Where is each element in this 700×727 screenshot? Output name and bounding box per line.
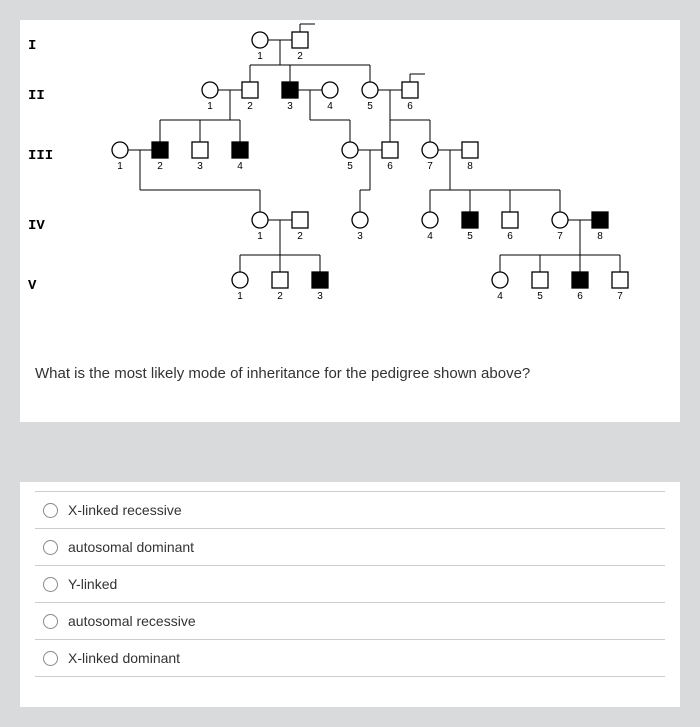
- svg-text:1: 1: [117, 161, 123, 172]
- svg-text:6: 6: [577, 291, 583, 302]
- radio-icon: [43, 577, 58, 592]
- svg-text:5: 5: [347, 161, 353, 172]
- option-x-linked-recessive[interactable]: X-linked recessive: [35, 491, 665, 529]
- svg-text:2: 2: [297, 51, 303, 62]
- radio-icon: [43, 651, 58, 666]
- option-label: autosomal dominant: [68, 539, 194, 555]
- svg-text:4: 4: [237, 161, 243, 172]
- svg-text:1: 1: [257, 51, 263, 62]
- svg-text:1: 1: [257, 231, 263, 242]
- svg-text:7: 7: [557, 231, 563, 242]
- svg-text:2: 2: [247, 101, 253, 112]
- svg-text:3: 3: [287, 101, 293, 112]
- svg-text:6: 6: [387, 161, 393, 172]
- gen-label-1: I: [28, 38, 36, 54]
- svg-text:5: 5: [367, 101, 373, 112]
- question-text: What is the most likely mode of inherita…: [20, 355, 680, 422]
- option-autosomal-recessive[interactable]: autosomal recessive: [35, 602, 665, 640]
- radio-icon: [43, 503, 58, 518]
- option-label: autosomal recessive: [68, 613, 196, 629]
- option-label: X-linked dominant: [68, 650, 180, 666]
- svg-text:3: 3: [357, 231, 363, 242]
- svg-text:3: 3: [197, 161, 203, 172]
- svg-text:4: 4: [497, 291, 503, 302]
- option-x-linked-dominant[interactable]: X-linked dominant: [35, 639, 665, 677]
- gen-label-5: V: [28, 278, 36, 294]
- gen-label-3: III: [28, 148, 53, 164]
- svg-text:7: 7: [427, 161, 433, 172]
- radio-icon: [43, 614, 58, 629]
- svg-text:8: 8: [597, 231, 603, 242]
- gen-label-2: II: [28, 88, 45, 104]
- option-y-linked[interactable]: Y-linked: [35, 565, 665, 603]
- svg-text:2: 2: [297, 231, 303, 242]
- svg-text:3: 3: [317, 291, 323, 302]
- svg-text:5: 5: [467, 231, 473, 242]
- svg-text:4: 4: [427, 231, 433, 242]
- svg-text:7: 7: [617, 291, 623, 302]
- svg-text:6: 6: [407, 101, 413, 112]
- option-label: X-linked recessive: [68, 502, 182, 518]
- answer-options: X-linked recessive autosomal dominant Y-…: [20, 482, 680, 707]
- svg-text:2: 2: [157, 161, 163, 172]
- pedigree-diagram: I II III IV V 1 2 1 2 3 4 5 6 1 2 3 4 5 6 7 8 1 2 3 4 5 6 7 8 1 2…: [20, 20, 680, 355]
- svg-text:6: 6: [507, 231, 513, 242]
- gen-label-4: IV: [28, 218, 45, 234]
- option-autosomal-dominant[interactable]: autosomal dominant: [35, 528, 665, 566]
- radio-icon: [43, 540, 58, 555]
- svg-text:1: 1: [237, 291, 243, 302]
- option-label: Y-linked: [68, 576, 117, 592]
- svg-text:1: 1: [207, 101, 213, 112]
- svg-text:5: 5: [537, 291, 543, 302]
- svg-text:4: 4: [327, 101, 333, 112]
- svg-text:8: 8: [467, 161, 473, 172]
- svg-text:2: 2: [277, 291, 283, 302]
